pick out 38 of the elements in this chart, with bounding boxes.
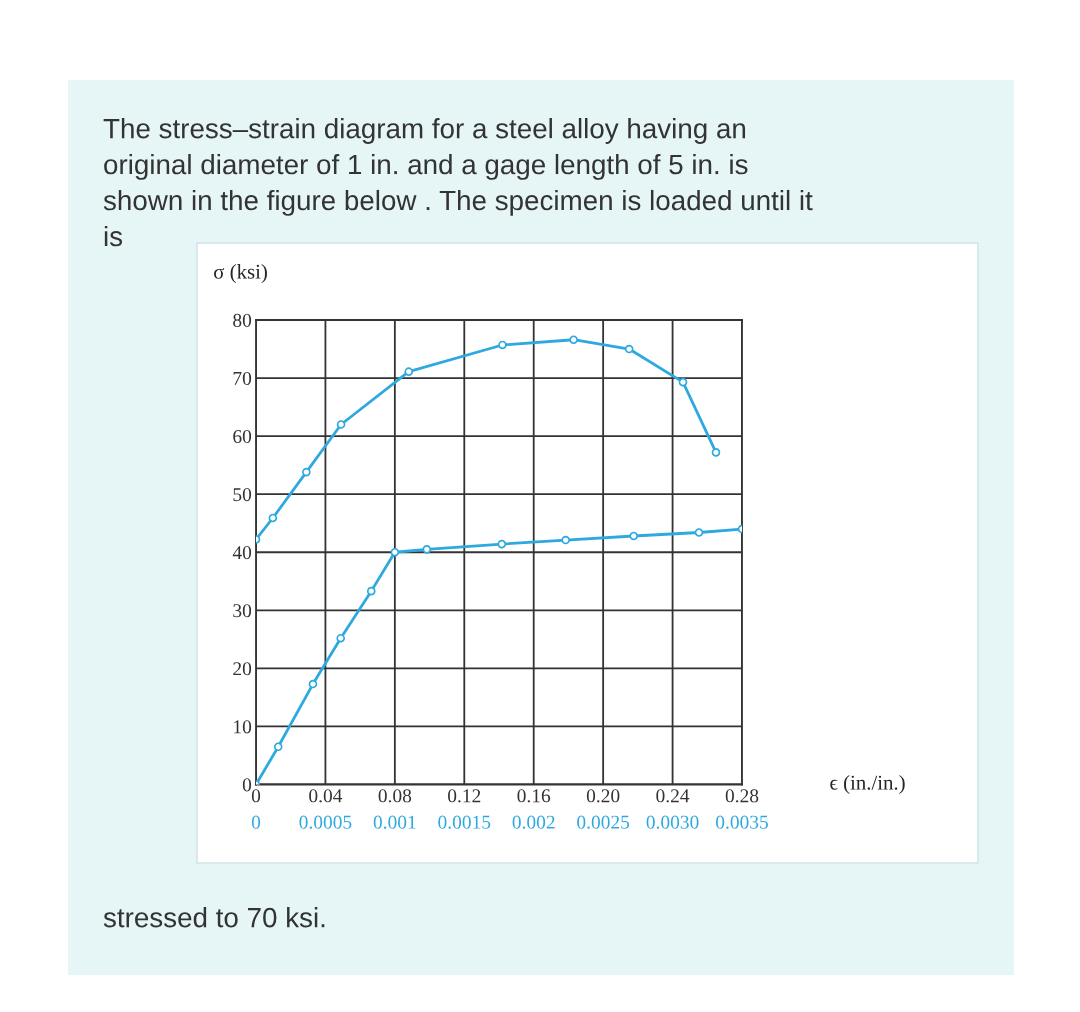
point <box>336 420 346 429</box>
x2-tick-label: 0.001 <box>373 815 416 829</box>
x-tick-label: 0.28 <box>725 789 759 803</box>
x-tick-label: 0.16 <box>517 789 551 803</box>
x-tick-label: 0.04 <box>309 789 343 803</box>
point <box>498 340 507 350</box>
x-tick-label: 0.20 <box>586 789 620 803</box>
x2-tick-label: 0 <box>251 815 261 829</box>
x2-tick-label: 0.0005 <box>299 815 352 829</box>
point <box>404 367 414 376</box>
y-tick-label: 40 <box>232 546 252 560</box>
y-tick-label: 20 <box>233 662 252 676</box>
x2-tick-label: 0.002 <box>512 815 555 829</box>
y-tick-label: 30 <box>233 604 252 618</box>
y-tick-label: 50 <box>233 488 252 502</box>
x2-tick-label: 0.0035 <box>716 815 768 829</box>
x-tick-label: 0.08 <box>378 789 412 803</box>
y-axis-title: σ (ksi) <box>214 264 267 283</box>
point <box>624 344 634 354</box>
text: stressed to 70 ksi. <box>103 907 325 928</box>
x2-tick-label: 0.0025 <box>577 815 630 829</box>
y-tick-label: 10 <box>234 720 252 734</box>
y-tick-label: 0 <box>242 778 252 792</box>
x-axis-title: ϵ (in./in.) <box>830 775 905 794</box>
x2-tick-label: 0.0030 <box>646 815 699 829</box>
point <box>711 448 721 457</box>
point <box>569 335 578 345</box>
point <box>302 467 311 477</box>
x-tick-label: 0.24 <box>656 789 690 803</box>
x2-tick-label: 0.0015 <box>438 815 491 829</box>
chart-title: The stress–strain diagram for a steel alloy having an original diameter of 1 in. and a gage length of 5 in. is shown in the figure below . The specimen is loaded until it is <box>103 118 813 247</box>
y-tick-label: 80 <box>233 313 252 327</box>
x-tick-label: 0 <box>251 789 261 803</box>
point <box>678 377 688 387</box>
x-tick-label: 0.12 <box>448 789 481 803</box>
point <box>268 513 278 523</box>
y-tick-label: 60 <box>233 429 252 444</box>
y-tick-label: 70 <box>233 371 252 385</box>
